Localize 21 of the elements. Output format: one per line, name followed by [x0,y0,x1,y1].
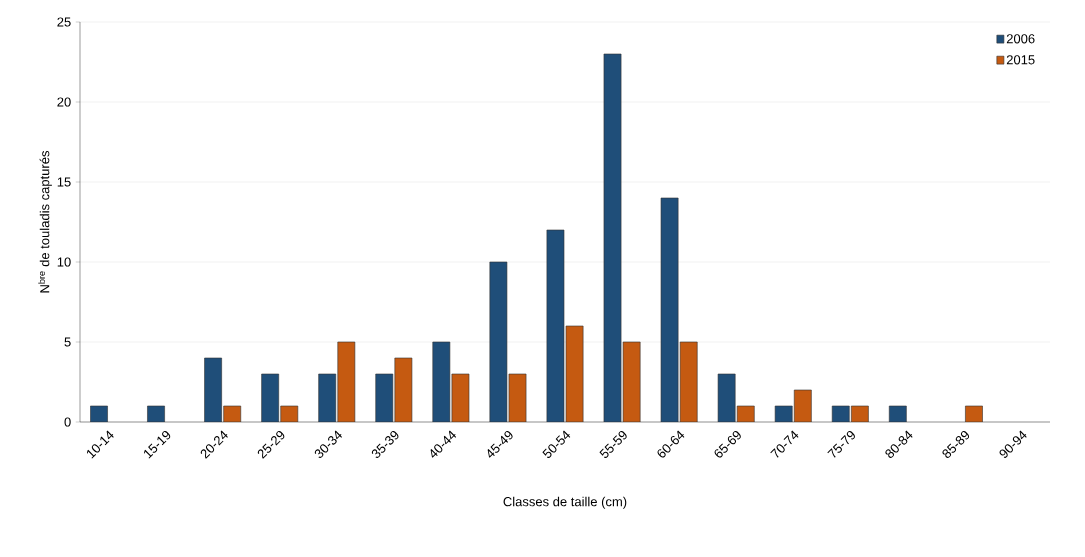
bar [318,373,337,422]
x-axis-title: Classes de taille (cm) [503,496,627,509]
bar [261,373,280,422]
bar [394,357,413,422]
bar [679,341,698,422]
bar [375,373,394,422]
legend-label: 2015 [1006,55,1035,65]
bar [622,341,641,422]
bar [489,261,508,422]
y-tick-label: 10 [57,257,71,267]
y-axis-title: N$^{bre}$ de touladis capturés [38,151,52,293]
y-tick-label: 20 [57,97,71,107]
y-tick-label: 15 [57,177,71,187]
bar [432,341,451,422]
y-tick-label: 0 [64,417,71,427]
bar [204,357,222,422]
bar [337,341,356,422]
legend-label: 2006 [1006,34,1035,44]
y-tick-label: 25 [57,17,71,27]
y-tick-label: 5 [64,337,71,347]
bar [717,373,736,422]
